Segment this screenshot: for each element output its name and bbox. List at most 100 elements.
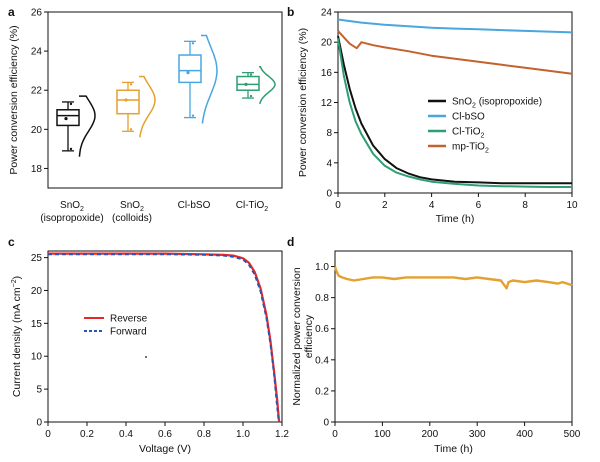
legend-label: Forward bbox=[110, 327, 147, 338]
y-tick-label: 15 bbox=[31, 319, 43, 330]
y-tick-label: 26 bbox=[31, 8, 43, 19]
panel-a-frame bbox=[47, 11, 283, 189]
x-tick-label: 6 bbox=[476, 200, 482, 211]
box-iqr bbox=[236, 75, 260, 91]
x-tick-label: 10 bbox=[566, 200, 578, 211]
panel-letter-d: d bbox=[287, 235, 294, 249]
y-tick-label: 0.4 bbox=[315, 355, 329, 366]
box-iqr bbox=[178, 54, 202, 84]
x-tick-label: 500 bbox=[564, 429, 581, 440]
x-category-label-line2: (colloids) bbox=[112, 213, 152, 224]
y-tick-label: 18 bbox=[31, 164, 43, 175]
data-point bbox=[129, 83, 133, 86]
y-tick-label: 4 bbox=[326, 158, 332, 169]
legend-label: Cl-bSO bbox=[452, 112, 485, 123]
data-point bbox=[69, 147, 73, 151]
y-tick-label: 0.6 bbox=[315, 324, 329, 335]
y-tick-label: 24 bbox=[321, 8, 333, 19]
data-point bbox=[249, 94, 253, 98]
box-group-1 bbox=[116, 75, 156, 138]
box-mean-marker bbox=[244, 82, 248, 86]
density-curve bbox=[139, 75, 156, 138]
box-group-2 bbox=[178, 34, 218, 124]
y-tick-label: 25 bbox=[31, 253, 43, 264]
panel-letter-c: c bbox=[8, 235, 15, 249]
x-tick-label: 0.4 bbox=[119, 429, 133, 440]
x-tick-label: 0.6 bbox=[158, 429, 172, 440]
data-point bbox=[69, 102, 73, 106]
y-tick-label: 20 bbox=[31, 125, 43, 136]
box-mean-marker bbox=[64, 116, 68, 121]
y-tick-label: 22 bbox=[31, 86, 43, 97]
x-tick-label: 2 bbox=[382, 200, 388, 211]
y-tick-label: 10 bbox=[31, 352, 43, 363]
x-category-label: SnO2 bbox=[120, 200, 144, 213]
y-tick-label: 12 bbox=[321, 98, 333, 109]
x-tick-label: 8 bbox=[522, 200, 528, 211]
data-point bbox=[249, 73, 253, 76]
y-tick-label: 8 bbox=[326, 128, 332, 139]
box-iqr bbox=[56, 109, 80, 127]
legend-label: SnO2 (isopropoxide) bbox=[452, 97, 542, 110]
y-axis-title-line2: efficiency bbox=[303, 314, 315, 358]
box-group-3 bbox=[236, 66, 276, 105]
y-tick-label: 0.2 bbox=[315, 386, 329, 397]
x-tick-label: 0 bbox=[332, 429, 338, 440]
density-curve bbox=[201, 34, 218, 124]
y-tick-label: 5 bbox=[36, 385, 42, 396]
y-axis-title: Power conversion efficiency (%) bbox=[297, 28, 309, 177]
box-group-0 bbox=[56, 95, 96, 157]
box-iqr bbox=[116, 89, 140, 115]
x-axis-title: Time (h) bbox=[434, 443, 473, 455]
panel-letter-a: a bbox=[8, 5, 15, 19]
x-tick-label: 1.2 bbox=[275, 429, 289, 440]
x-tick-label: 0 bbox=[335, 200, 341, 211]
x-tick-label: 300 bbox=[469, 429, 486, 440]
data-point bbox=[191, 114, 195, 117]
legend-label: mp-TiO2 bbox=[452, 142, 489, 155]
legend-label: Reverse bbox=[110, 314, 148, 325]
panel-d: d 0 0.2 0.4 0.6 0.8 1.0 0 100 200 300 400 500 Time (h… bbox=[287, 235, 581, 455]
stray-dot bbox=[145, 356, 147, 358]
x-category-label: Cl-bSO bbox=[178, 200, 211, 211]
data-point bbox=[191, 42, 195, 45]
y-axis-title: Power conversion efficiency (%) bbox=[8, 25, 20, 174]
series-line-3 bbox=[337, 30, 573, 75]
x-category-label: Cl-TiO2 bbox=[236, 200, 269, 213]
density-curve bbox=[259, 66, 276, 105]
y-axis-title-line1: Normalized power conversion bbox=[291, 267, 303, 405]
y-tick-label: 24 bbox=[31, 47, 43, 58]
x-tick-label: 4 bbox=[429, 200, 435, 211]
series-line-forward bbox=[48, 253, 280, 423]
y-tick-label: 20 bbox=[321, 38, 333, 49]
box-mean-marker bbox=[124, 98, 128, 102]
y-tick-label: 16 bbox=[321, 68, 333, 79]
density-curve bbox=[78, 95, 96, 157]
x-axis-title: Voltage (V) bbox=[139, 443, 191, 455]
y-tick-label: 0 bbox=[326, 189, 332, 200]
series-line bbox=[333, 266, 573, 290]
panel-c-frame bbox=[47, 250, 283, 423]
x-category-label-line2: (isopropoxide) bbox=[40, 213, 103, 224]
panel-c: c 0 5 10 15 20 25 0 0.2 0.4 0.6 0.8 1.0 1.2 Voltage (V… bbox=[8, 235, 289, 455]
x-tick-label: 100 bbox=[374, 429, 391, 440]
data-point bbox=[129, 128, 133, 131]
x-tick-label: 400 bbox=[516, 429, 533, 440]
x-axis-title: Time (h) bbox=[436, 213, 475, 225]
box-mean-marker bbox=[186, 71, 190, 75]
series-line-2 bbox=[337, 38, 572, 188]
legend-label: Cl-TiO2 bbox=[452, 127, 485, 140]
y-tick-label: 0 bbox=[36, 418, 42, 429]
x-tick-label: 0.2 bbox=[80, 429, 94, 440]
panel-a: a 18 20 22 24 26 Power conversion efficiency (… bbox=[8, 5, 283, 224]
series-line-1 bbox=[337, 18, 573, 34]
x-category-label: SnO2 bbox=[60, 200, 84, 213]
x-tick-label: 0.8 bbox=[197, 429, 211, 440]
y-tick-label: 0 bbox=[323, 418, 329, 429]
x-tick-label: 1.0 bbox=[236, 429, 250, 440]
x-tick-label: 0 bbox=[45, 429, 51, 440]
y-tick-label: 0.8 bbox=[315, 293, 329, 304]
y-axis-title: Current density (mA cm−2) bbox=[11, 276, 23, 397]
